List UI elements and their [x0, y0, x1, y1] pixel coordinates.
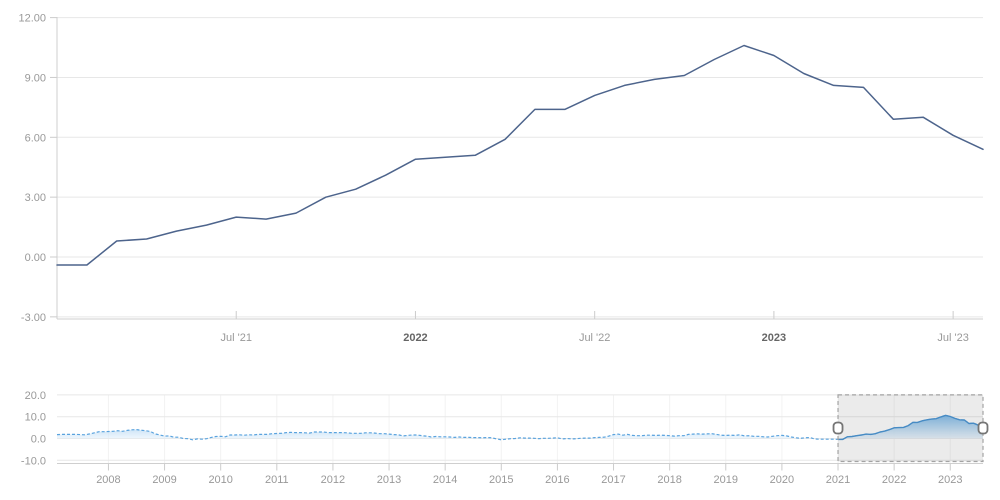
nav-handle-right[interactable]: [977, 421, 989, 435]
nav-selected-series: [838, 414, 983, 441]
nav-y-axis-label: 0.0: [31, 434, 46, 446]
nav-track[interactable]: [57, 395, 983, 464]
main-y-axis-label: 9.00: [25, 72, 46, 84]
main-plot-area[interactable]: [57, 17, 983, 319]
main-x-axis-label: 2022: [403, 332, 427, 344]
nav-x-axis-label: 2011: [265, 474, 289, 486]
nav-x-axis-label: 2012: [321, 474, 345, 486]
nav-x-axis-label: 2018: [657, 474, 681, 486]
main-y-axis-label: 12.00: [18, 13, 46, 25]
nav-x-axis-label: 2022: [882, 474, 906, 486]
nav-x-axis-label: 2019: [714, 474, 738, 486]
main-series-line: [56, 44, 984, 266]
nav-series-line: [56, 414, 984, 441]
main-y-axis-label: 0.00: [25, 252, 46, 264]
main-x-axis-label: Jul '21: [220, 332, 251, 344]
navigator: 20.0 10.0 0.0 -10.0 2008 2009 2010 2011 2012 2013…: [21, 390, 989, 486]
main-x-axis-label: Jul '22: [579, 332, 610, 344]
nav-series-area: [57, 415, 983, 440]
nav-x-axis-label: 2010: [208, 474, 232, 486]
nav-x-axis-label: 2021: [826, 474, 850, 486]
nav-x-axis-label: 2013: [377, 474, 401, 486]
main-x-axis-label: Jul '23: [937, 332, 968, 344]
nav-x-axis-label: 2023: [938, 474, 962, 486]
nav-x-axis-label: 2008: [96, 474, 120, 486]
nav-x-axis-label: 2009: [152, 474, 176, 486]
nav-x-axis-label: 2015: [489, 474, 513, 486]
main-chart: 12.00 9.00 6.00 3.00 0.00 -3.00 Jul '21 2022 Jul…: [18, 13, 984, 344]
nav-y-axis-label: 20.0: [25, 390, 46, 402]
nav-handle-left[interactable]: [832, 421, 844, 435]
main-x-axis-label: 2023: [762, 332, 786, 344]
nav-selected-area: [838, 415, 983, 440]
main-y-axis-label: 3.00: [25, 192, 46, 204]
nav-x-axis-label: 2020: [770, 474, 794, 486]
nav-y-axis-label: 10.0: [25, 412, 46, 424]
main-y-axis-label: -3.00: [21, 312, 46, 324]
nav-x-axis-label: 2016: [545, 474, 569, 486]
nav-x-axis-label: 2014: [433, 474, 457, 486]
nav-x-axis-label: 2017: [601, 474, 625, 486]
main-y-axis-label: 6.00: [25, 132, 46, 144]
nav-y-axis-label: -10.0: [21, 455, 46, 467]
